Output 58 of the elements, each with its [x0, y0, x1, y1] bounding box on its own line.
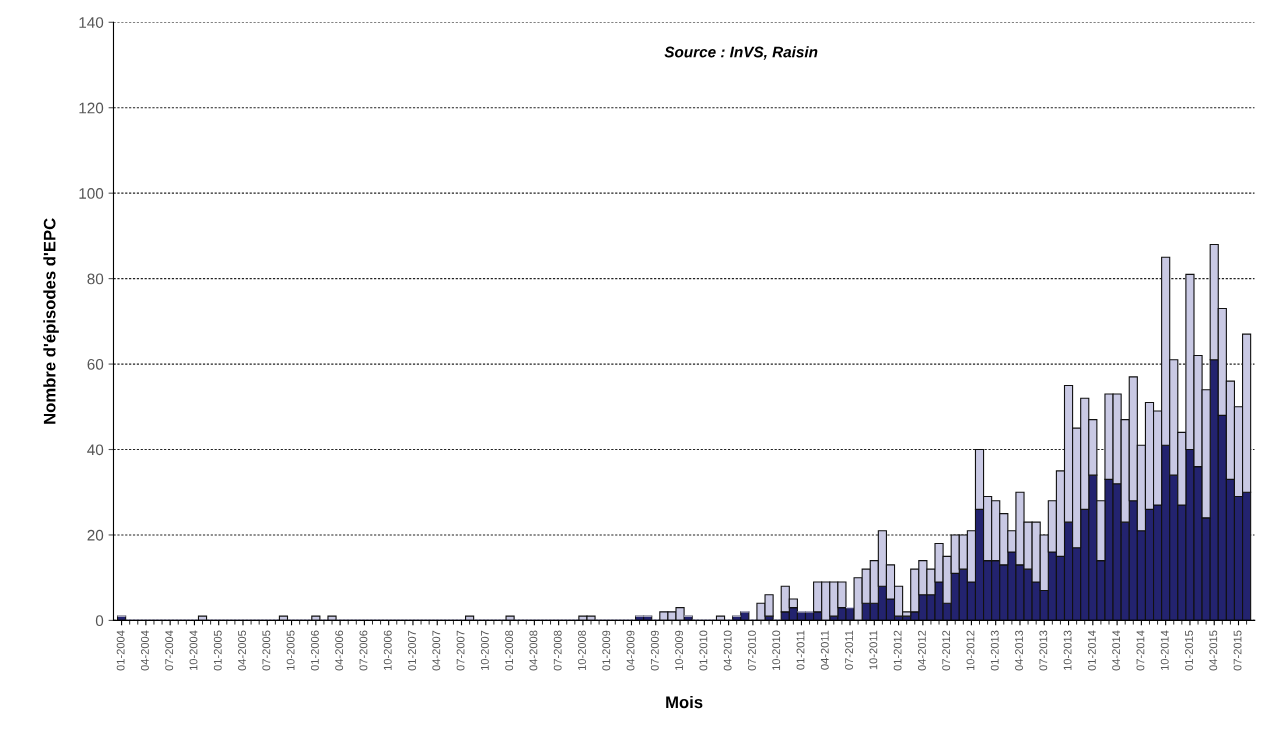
x-tick-label: 01-2015: [1185, 630, 1193, 671]
x-tick-label: 04-2010: [723, 630, 732, 671]
x-tick-label: 01-2013: [990, 630, 999, 671]
x-tick-label: 10-2008: [578, 630, 586, 671]
x-tick-label: 10-2012: [966, 630, 975, 671]
x-tick-label: 04-2015: [1209, 630, 1218, 671]
x-tick-label: 04-2014: [1112, 630, 1121, 671]
x-tick-label: 07-2013: [1039, 630, 1048, 671]
x-tick-label: 10-2011: [869, 630, 878, 670]
x-tick-label: 01-2004: [116, 630, 125, 671]
x-tick-label: 07-2012: [942, 630, 951, 671]
x-tick-label: 07-2014: [1136, 630, 1145, 671]
x-tick-label: 07-2011: [845, 630, 853, 670]
x-tick-label: 04-2004: [140, 630, 149, 671]
y-axis-title: Nombre d'épisodes d'EPC: [43, 218, 59, 424]
x-tick-label: 04-2013: [1015, 630, 1023, 671]
x-tick-label: 04-2011: [820, 630, 829, 670]
y-tick-label: 40: [87, 444, 104, 456]
x-tick-label: 01-2010: [699, 630, 708, 671]
y-tick-label: 60: [87, 358, 104, 370]
x-tick-label: 07-2010: [748, 630, 756, 671]
annotation: Source : InVS, Raisin: [664, 46, 818, 60]
x-tick-label: 07-2007: [456, 630, 465, 671]
x-tick-label: 01-2012: [893, 630, 902, 671]
y-tick-label: 20: [87, 529, 104, 541]
x-tick-label: 07-2006: [359, 630, 368, 671]
x-tick-label: 07-2004: [165, 630, 174, 671]
x-axis-title: Mois: [666, 695, 703, 709]
x-tick-label: 04-2006: [335, 630, 344, 671]
x-tick-label: 04-2007: [432, 630, 441, 671]
x-tick-label: 10-2006: [383, 630, 392, 671]
x-tick-label: 10-2005: [286, 630, 295, 671]
x-tick-label: 04-2008: [529, 630, 538, 671]
x-tick-label: 07-2008: [553, 630, 562, 671]
x-tick-label: 10-2013: [1063, 630, 1072, 671]
x-tick-label: 01-2007: [408, 630, 416, 671]
x-tick-label: 07-2009: [650, 630, 659, 671]
x-tick-label: 10-2009: [675, 630, 684, 671]
x-tick-label: 10-2004: [189, 630, 198, 671]
x-tick-label: 07-2005: [262, 630, 271, 671]
x-tick-label: 01-2011: [796, 630, 805, 670]
x-tick-label: 04-2009: [626, 630, 635, 671]
y-tick-label: 80: [87, 273, 104, 285]
y-tick-label: 100: [79, 188, 104, 199]
x-tick-label: 07-2015: [1233, 630, 1242, 671]
x-tick-label: 10-2010: [772, 630, 781, 671]
x-tick-label: 04-2012: [917, 630, 926, 671]
x-tick-label: 10-2014: [1160, 630, 1169, 671]
x-tick-label: 01-2009: [602, 630, 611, 671]
x-tick-label: 01-2008: [505, 630, 514, 671]
x-tick-label: 10-2007: [480, 630, 489, 671]
x-tick-label: 04-2005: [238, 630, 246, 671]
x-tick-label: 01-2005: [213, 630, 222, 671]
y-tick-label: 120: [79, 102, 104, 114]
y-tick-label: 0: [95, 615, 104, 627]
x-tick-label: 01-2006: [310, 630, 319, 671]
x-tick-label: 01-2014: [1087, 630, 1096, 671]
y-tick-label: 140: [79, 17, 104, 28]
